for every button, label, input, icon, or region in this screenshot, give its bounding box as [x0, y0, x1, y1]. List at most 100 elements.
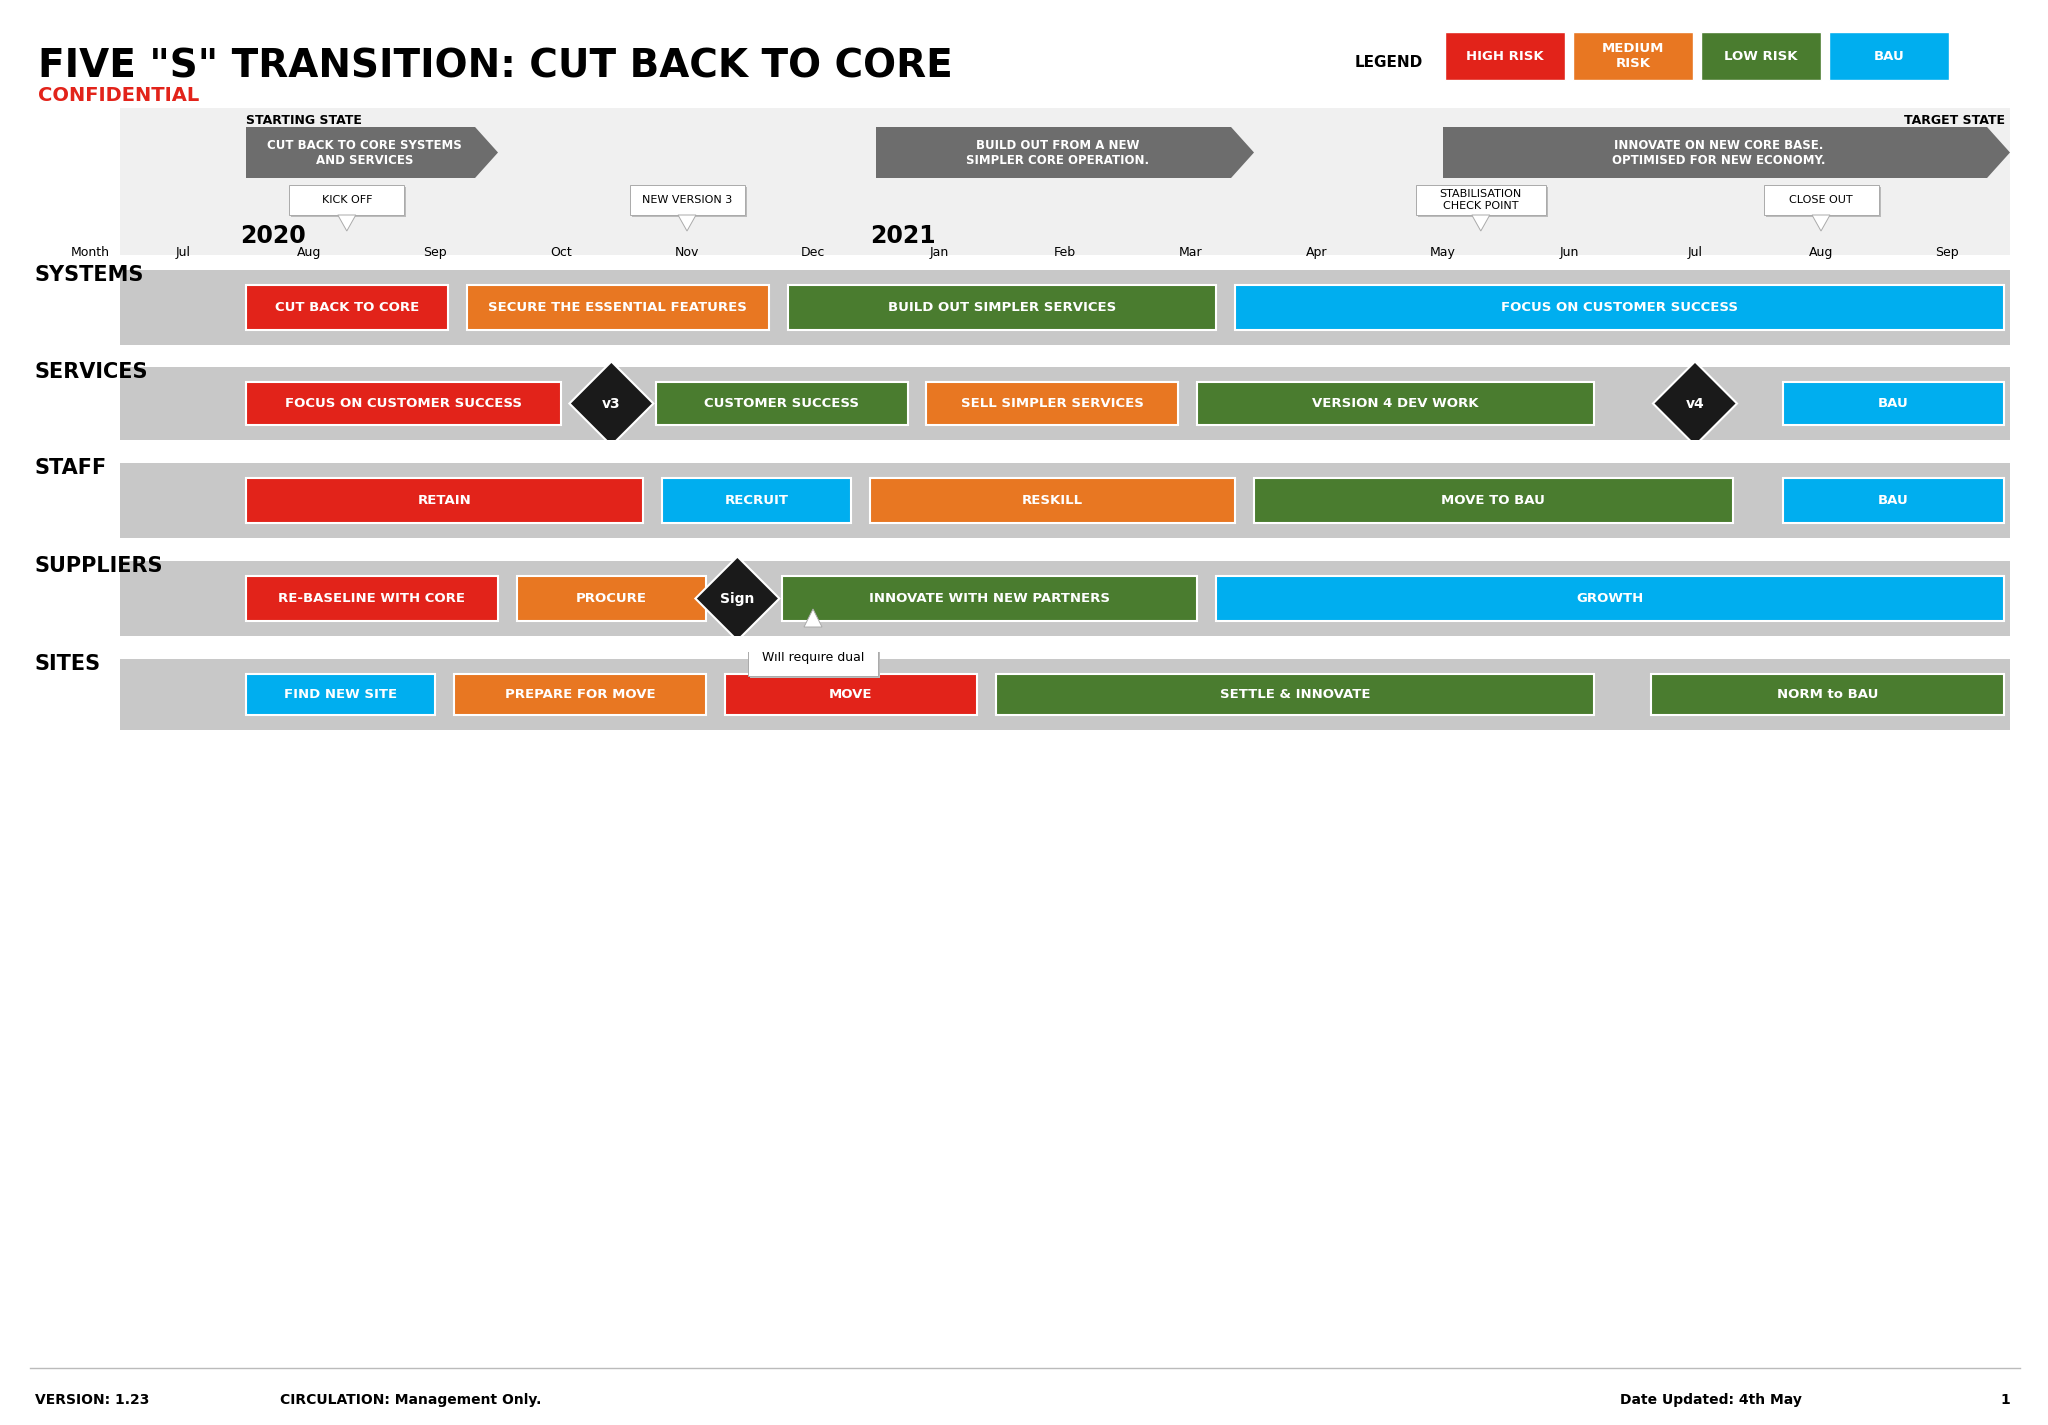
Text: KICK OFF: KICK OFF	[322, 195, 373, 205]
Text: Sign: Sign	[721, 591, 754, 606]
Polygon shape	[1473, 215, 1489, 231]
Text: Sep: Sep	[424, 245, 446, 258]
Text: CUT BACK TO CORE: CUT BACK TO CORE	[274, 301, 420, 314]
FancyBboxPatch shape	[1763, 185, 1878, 215]
Text: BAU: BAU	[1874, 50, 1905, 63]
Text: LOW RISK: LOW RISK	[1724, 50, 1798, 63]
FancyBboxPatch shape	[246, 674, 434, 715]
FancyBboxPatch shape	[1573, 31, 1694, 80]
FancyBboxPatch shape	[246, 382, 561, 425]
FancyBboxPatch shape	[1198, 382, 1593, 425]
Polygon shape	[1653, 362, 1737, 446]
FancyBboxPatch shape	[748, 638, 879, 675]
FancyBboxPatch shape	[1446, 31, 1565, 80]
FancyBboxPatch shape	[750, 640, 881, 678]
Text: PREPARE FOR MOVE: PREPARE FOR MOVE	[504, 688, 655, 701]
Text: BAU: BAU	[1878, 398, 1909, 410]
Text: CLOSE OUT: CLOSE OUT	[1790, 195, 1853, 205]
Text: 1: 1	[2001, 1394, 2009, 1406]
FancyBboxPatch shape	[121, 269, 2009, 345]
Text: 2021: 2021	[870, 224, 936, 248]
Text: Date Updated: 4th May: Date Updated: 4th May	[1620, 1394, 1802, 1406]
Text: INNOVATE WITH NEW PARTNERS: INNOVATE WITH NEW PARTNERS	[868, 591, 1110, 606]
Text: SUPPLIERS: SUPPLIERS	[35, 556, 164, 576]
Text: Oct: Oct	[551, 245, 571, 258]
Text: GROWTH: GROWTH	[1577, 591, 1645, 606]
Text: TARGET STATE: TARGET STATE	[1905, 114, 2005, 127]
Text: Jun: Jun	[1559, 245, 1579, 258]
Text: NEW VERSION 3: NEW VERSION 3	[641, 195, 731, 205]
Text: SELL SIMPLER SERVICES: SELL SIMPLER SERVICES	[961, 398, 1145, 410]
FancyBboxPatch shape	[725, 674, 977, 715]
Text: v4: v4	[1686, 396, 1704, 410]
Text: FOCUS ON CUSTOMER SUCCESS: FOCUS ON CUSTOMER SUCCESS	[285, 398, 522, 410]
FancyBboxPatch shape	[1235, 285, 2003, 331]
Text: MOVE TO BAU: MOVE TO BAU	[1442, 494, 1546, 507]
FancyBboxPatch shape	[995, 674, 1593, 715]
Text: CONFIDENTIAL: CONFIDENTIAL	[39, 86, 199, 105]
FancyBboxPatch shape	[1415, 185, 1546, 215]
Text: LEGEND: LEGEND	[1356, 54, 1423, 70]
Text: Apr: Apr	[1307, 245, 1327, 258]
Text: May: May	[1430, 245, 1456, 258]
Text: CUSTOMER SUCCESS: CUSTOMER SUCCESS	[705, 398, 858, 410]
FancyBboxPatch shape	[289, 185, 403, 215]
Text: MEDIUM
RISK: MEDIUM RISK	[1602, 41, 1665, 70]
FancyBboxPatch shape	[1417, 187, 1548, 217]
Text: Sep: Sep	[1935, 245, 1958, 258]
Polygon shape	[338, 215, 356, 231]
FancyBboxPatch shape	[1217, 576, 2003, 621]
Text: SITES: SITES	[35, 654, 100, 674]
Text: Jan: Jan	[930, 245, 948, 258]
FancyBboxPatch shape	[631, 187, 748, 217]
Text: STARTING STATE: STARTING STATE	[246, 114, 362, 127]
Text: BUILD OUT FROM A NEW
SIMPLER CORE OPERATION.: BUILD OUT FROM A NEW SIMPLER CORE OPERAT…	[967, 138, 1149, 167]
Text: BUILD OUT SIMPLER SERVICES: BUILD OUT SIMPLER SERVICES	[889, 301, 1116, 314]
FancyBboxPatch shape	[121, 368, 2009, 440]
Polygon shape	[696, 557, 780, 640]
FancyBboxPatch shape	[291, 187, 406, 217]
Text: Dec: Dec	[801, 245, 825, 258]
FancyBboxPatch shape	[121, 108, 2009, 255]
FancyBboxPatch shape	[0, 345, 2048, 361]
FancyBboxPatch shape	[246, 576, 498, 621]
FancyBboxPatch shape	[121, 463, 2009, 539]
Polygon shape	[1444, 127, 2009, 178]
Polygon shape	[805, 608, 821, 627]
Text: STAFF: STAFF	[35, 457, 106, 477]
Text: CUT BACK TO CORE SYSTEMS
AND SERVICES: CUT BACK TO CORE SYSTEMS AND SERVICES	[266, 138, 463, 167]
Text: Aug: Aug	[1808, 245, 1833, 258]
FancyBboxPatch shape	[1829, 31, 1950, 80]
Text: v3: v3	[602, 396, 621, 410]
Text: RETAIN: RETAIN	[418, 494, 471, 507]
FancyBboxPatch shape	[1702, 31, 1821, 80]
Text: Will require dual: Will require dual	[762, 650, 864, 664]
FancyBboxPatch shape	[455, 674, 707, 715]
Polygon shape	[1812, 215, 1831, 231]
FancyBboxPatch shape	[467, 285, 768, 331]
FancyBboxPatch shape	[1784, 477, 2003, 523]
Text: Nov: Nov	[674, 245, 698, 258]
Text: FIVE "S" TRANSITION: CUT BACK TO CORE: FIVE "S" TRANSITION: CUT BACK TO CORE	[39, 47, 952, 86]
Polygon shape	[246, 127, 498, 178]
Text: SERVICES: SERVICES	[35, 362, 150, 382]
Text: HIGH RISK: HIGH RISK	[1466, 50, 1544, 63]
FancyBboxPatch shape	[662, 477, 850, 523]
Text: STABILISATION
CHECK POINT: STABILISATION CHECK POINT	[1440, 190, 1522, 211]
FancyBboxPatch shape	[246, 285, 449, 331]
Text: CIRCULATION: Management Only.: CIRCULATION: Management Only.	[281, 1394, 541, 1406]
FancyBboxPatch shape	[516, 576, 707, 621]
Text: SYSTEMS: SYSTEMS	[35, 265, 143, 285]
FancyBboxPatch shape	[870, 477, 1235, 523]
Text: PROCURE: PROCURE	[575, 591, 647, 606]
Text: 2020: 2020	[240, 224, 305, 248]
Text: RE-BASELINE WITH CORE: RE-BASELINE WITH CORE	[279, 591, 465, 606]
Text: RESKILL: RESKILL	[1022, 494, 1083, 507]
FancyBboxPatch shape	[782, 576, 1198, 621]
Text: VERSION: 1.23: VERSION: 1.23	[35, 1394, 150, 1406]
FancyBboxPatch shape	[0, 539, 2048, 554]
FancyBboxPatch shape	[121, 561, 2009, 636]
Text: Month: Month	[72, 245, 111, 258]
FancyBboxPatch shape	[0, 636, 2048, 653]
Text: Mar: Mar	[1180, 245, 1202, 258]
